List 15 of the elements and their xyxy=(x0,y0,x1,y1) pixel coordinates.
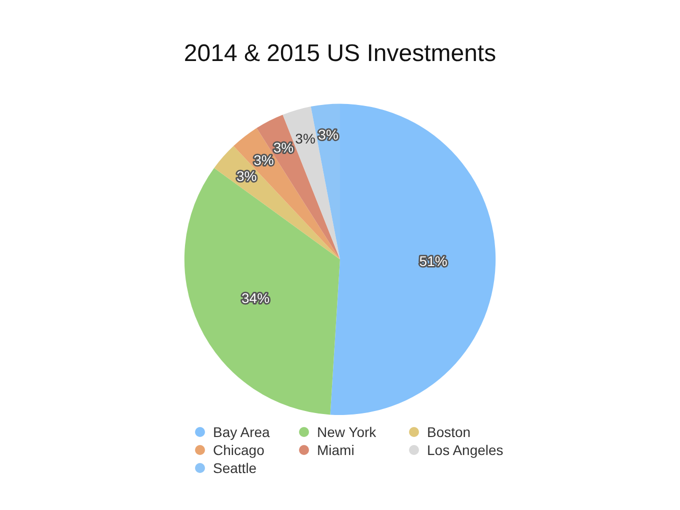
legend-label: New York xyxy=(317,424,376,440)
data-label: 51% xyxy=(419,253,448,270)
data-label: 3% xyxy=(295,130,316,147)
data-label: 34% xyxy=(242,290,270,306)
chart-title: 2014 & 2015 US Investments xyxy=(184,40,496,68)
data-label: 3% xyxy=(236,168,257,184)
legend-label: Seattle xyxy=(213,460,257,476)
data-label: 3% xyxy=(254,152,274,168)
legend-label: Bay Area xyxy=(213,424,270,440)
legend-label: Boston xyxy=(427,424,471,440)
legend-label: Miami xyxy=(317,442,354,458)
data-label: 3% xyxy=(318,126,338,142)
data-label: 3% xyxy=(273,139,294,156)
legend-label: Los Angeles xyxy=(427,442,504,458)
legend-label: Chicago xyxy=(213,442,264,458)
